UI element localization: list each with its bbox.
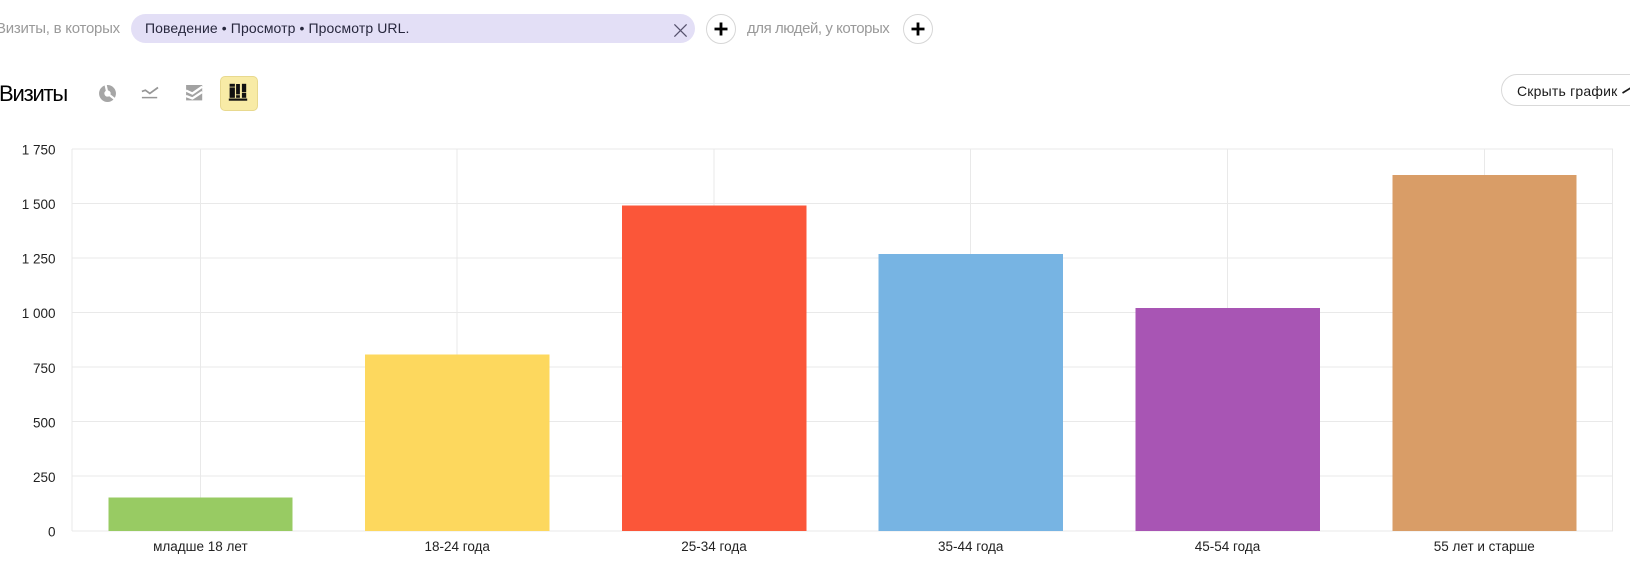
svg-text:750: 750	[33, 361, 56, 376]
svg-text:0: 0	[48, 524, 56, 539]
svg-text:1 000: 1 000	[22, 306, 56, 321]
svg-text:1 500: 1 500	[22, 197, 56, 212]
svg-text:1 250: 1 250	[22, 252, 56, 267]
svg-text:18-24 года: 18-24 года	[424, 539, 490, 554]
svg-text:500: 500	[33, 415, 56, 430]
svg-text:250: 250	[33, 470, 56, 485]
svg-text:младше 18 лет: младше 18 лет	[153, 539, 248, 554]
svg-text:1 750: 1 750	[22, 143, 56, 158]
svg-text:45-54 года: 45-54 года	[1195, 539, 1261, 554]
svg-text:25-34 года: 25-34 года	[681, 539, 747, 554]
svg-text:35-44 года: 35-44 года	[938, 539, 1004, 554]
svg-text:55 лет и старше: 55 лет и старше	[1434, 539, 1535, 554]
